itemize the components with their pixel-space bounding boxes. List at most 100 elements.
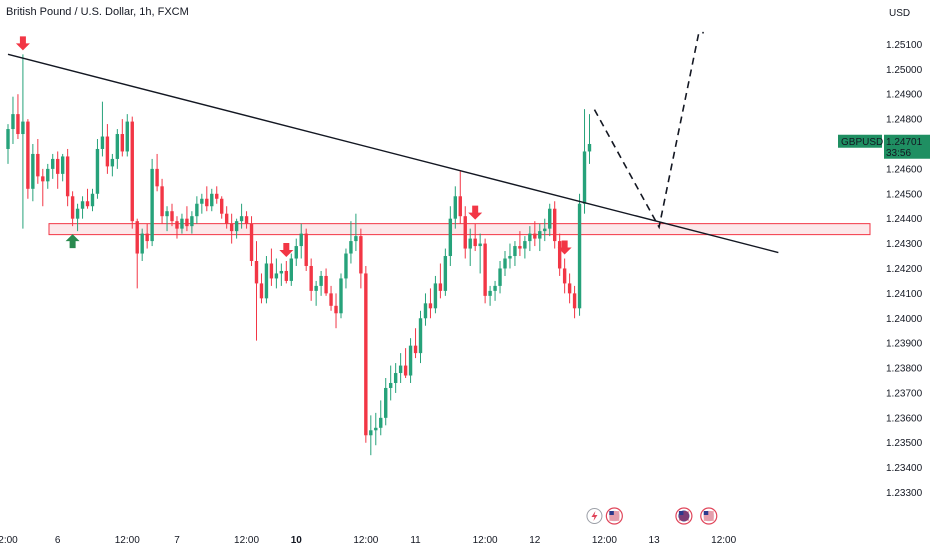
candle-body [393, 373, 398, 383]
x-tick-label: 7 [174, 535, 180, 546]
candle-body [334, 305, 338, 314]
resistance-zone [48, 223, 871, 236]
candle-body [309, 265, 313, 291]
candle-body [299, 233, 303, 247]
candle-body [36, 153, 40, 177]
current-price-badge [838, 134, 882, 148]
candle-body [145, 233, 149, 242]
candle-body [369, 430, 373, 436]
candle-body [453, 196, 457, 219]
candle-body [220, 198, 224, 214]
x-tick-label: 12:00 [115, 535, 140, 546]
y-tick-label: 1.23600 [886, 413, 923, 424]
candle-body [65, 156, 70, 197]
y-tick-label: 1.24300 [886, 239, 923, 250]
y-tick-label: 1.23800 [886, 364, 923, 375]
candle-body [155, 168, 159, 187]
candle-body [175, 221, 179, 229]
x-tick-label: 12 [529, 535, 541, 546]
candle-body [289, 258, 293, 281]
candle-body [264, 263, 269, 299]
badge-price: 1.24701 [886, 137, 923, 148]
candle-body [458, 196, 462, 217]
uk-flag-icon[interactable] [675, 507, 693, 525]
candle-body [478, 243, 482, 247]
candle-body [408, 345, 413, 376]
candle-body [384, 387, 388, 418]
candle-body [528, 233, 532, 242]
candle-body [249, 223, 254, 261]
y-tick-label: 1.23900 [886, 339, 923, 350]
candle-body [195, 203, 199, 217]
candle-body [364, 273, 368, 436]
candle-body [105, 136, 110, 167]
y-tick-label: 1.24400 [886, 214, 923, 225]
y-tick-label: 1.24500 [886, 189, 923, 200]
badge-countdown: 33:56 [886, 148, 911, 159]
candle-body [379, 417, 383, 428]
candle-body [70, 196, 75, 219]
us-flag-icon[interactable] [605, 507, 623, 525]
candle-body [359, 236, 363, 274]
x-tick-label: 13 [649, 535, 661, 546]
candle-body [85, 201, 90, 207]
y-tick-label: 1.25100 [886, 40, 923, 51]
candle-body [165, 211, 169, 217]
candle-body [135, 221, 139, 254]
candle-body [543, 228, 547, 232]
candle-body [190, 216, 194, 227]
candle-body [6, 129, 10, 149]
candle-body [483, 243, 487, 296]
candle-body [150, 168, 154, 242]
candle-body [56, 158, 60, 174]
lightning-icon[interactable] [586, 508, 603, 524]
candle-body [562, 268, 567, 284]
x-tick-label: 6 [55, 535, 61, 546]
candle-body [548, 208, 552, 229]
flag-canton [678, 511, 684, 515]
candle-body [90, 193, 95, 207]
candle-body [354, 236, 358, 242]
y-tick-label: 1.23400 [886, 463, 923, 474]
candle-body [200, 198, 204, 204]
y-tick-label: 1.24600 [886, 164, 923, 175]
trendline [7, 53, 779, 254]
x-tick-label: 2:00 [0, 535, 18, 546]
y-tick-label: 1.23500 [886, 438, 923, 449]
candle-body [185, 218, 189, 227]
candle-body [210, 193, 214, 207]
y-tick-label: 1.24800 [886, 115, 923, 126]
x-tick-label: 12:00 [473, 535, 498, 546]
candle-body [533, 233, 537, 239]
y-tick-label: 1.24000 [886, 314, 923, 325]
y-tick-label: 1.24100 [886, 289, 923, 300]
candle-body [513, 246, 517, 257]
candle-body [518, 246, 522, 249]
candle-body [572, 293, 577, 309]
badge-symbol: GBPUSD [841, 137, 883, 148]
candle-body [577, 203, 582, 309]
candle-body [349, 241, 353, 254]
candle-body [463, 216, 467, 249]
candle-body [418, 318, 423, 354]
candle-body [21, 121, 25, 135]
us-flag-icon[interactable] [700, 507, 718, 525]
candle-body [115, 134, 120, 159]
candle-body [274, 273, 279, 279]
candle-body [51, 158, 55, 169]
candle-body [567, 283, 572, 294]
candle-body [244, 216, 249, 224]
candle-body [503, 258, 507, 269]
currency-label: USD [889, 8, 910, 19]
candle-body [41, 176, 45, 182]
candle-body [140, 233, 144, 254]
candle-body [110, 158, 115, 167]
candle-body [100, 136, 105, 149]
x-tick-label: 12:00 [234, 535, 259, 546]
candle-body [553, 208, 557, 242]
candle-body [488, 290, 492, 296]
candle-body [344, 253, 348, 279]
candle-body [31, 153, 35, 189]
